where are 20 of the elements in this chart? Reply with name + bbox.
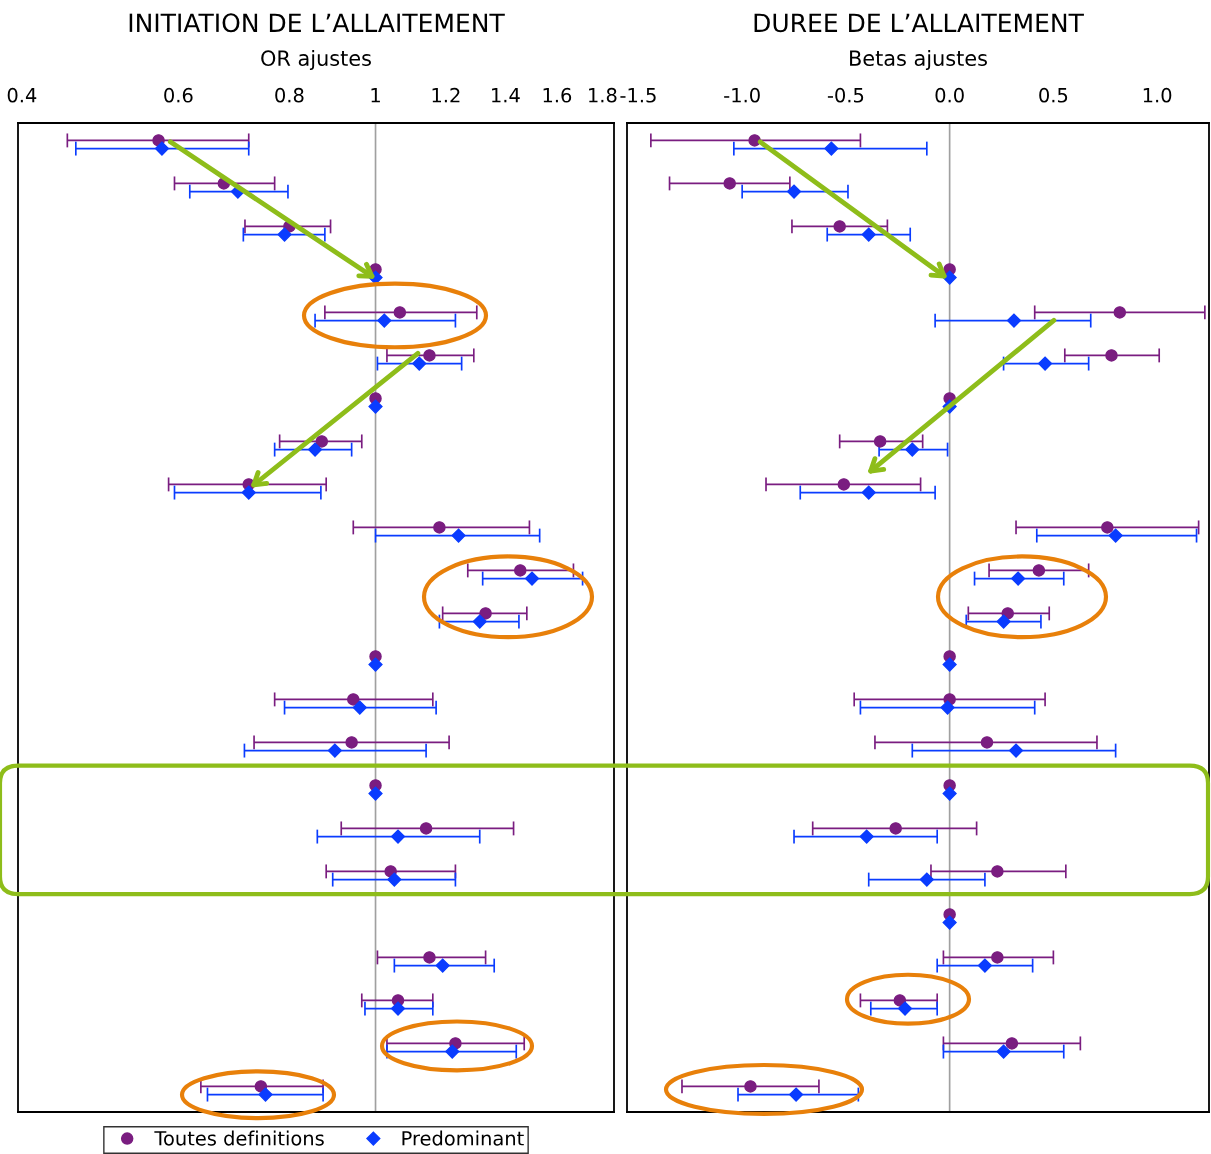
legend-label: Predominant xyxy=(402,1130,524,1146)
legend-label: Toutes definitions xyxy=(154,1130,324,1146)
x-tick-label: 1.4 xyxy=(492,88,520,103)
x-tick-label: 1.8 xyxy=(589,87,617,103)
x-tick-label: 1 xyxy=(371,88,380,103)
x-tick-label: 0.8 xyxy=(275,87,304,103)
x-tick-label: 0.4 xyxy=(7,87,37,103)
x-tick-label: 0.0 xyxy=(935,87,964,103)
x-tick-label: 0.6 xyxy=(164,87,193,103)
x-axis-title: OR ajustes xyxy=(261,49,371,71)
x-tick-label: 1.2 xyxy=(432,87,460,103)
x-tick-label: 1.0 xyxy=(1143,87,1172,103)
chart-title: DUREE DE L’ALLAITEMENT xyxy=(754,13,1084,33)
x-tick-label: 0.5 xyxy=(1039,87,1068,103)
chart-title: INITIATION DE L’ALLAITEMENT xyxy=(129,13,505,33)
x-axis-title: Betas ajustes xyxy=(850,49,987,71)
x-tick-label: -1.0 xyxy=(724,87,760,103)
x-tick-label: 1.6 xyxy=(543,87,572,103)
x-tick-label: -1.5 xyxy=(620,88,656,103)
x-tick-label: -0.5 xyxy=(827,87,864,103)
